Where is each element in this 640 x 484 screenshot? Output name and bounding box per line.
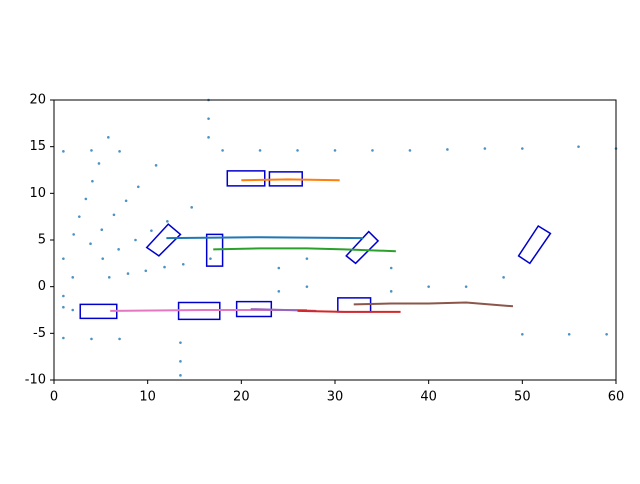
lidar-point <box>72 233 75 236</box>
lidar-point <box>163 265 166 269</box>
lidar-point <box>483 147 487 150</box>
lidar-point <box>464 285 468 288</box>
lidar-point <box>100 228 104 232</box>
trajectory <box>213 247 396 253</box>
lidar-point <box>77 215 81 218</box>
bounding-box <box>205 233 224 267</box>
lidar-point <box>144 269 148 273</box>
lidar-point <box>107 276 111 279</box>
x-tick-label: 60 <box>608 390 625 405</box>
lidar-point <box>154 164 158 167</box>
lidar-point <box>277 290 281 293</box>
lidar-point <box>577 145 580 148</box>
bounding-box <box>235 300 273 318</box>
y-tick-label: -5 <box>33 326 46 341</box>
lidar-point <box>126 272 130 275</box>
lidar-point <box>62 257 65 260</box>
bounding-box <box>145 223 182 257</box>
lidar-point <box>389 266 393 270</box>
lidar-point <box>408 149 412 152</box>
lidar-point <box>371 149 374 152</box>
bounding-box <box>345 230 380 265</box>
trajectory <box>241 178 340 182</box>
lidar-point <box>118 150 121 153</box>
bounding-box <box>268 171 303 187</box>
lidar-point <box>90 149 93 152</box>
lidar-point <box>605 332 608 336</box>
y-tick-label: 0 <box>38 279 46 294</box>
lidar-point <box>71 276 75 279</box>
lidar-point <box>101 257 105 260</box>
y-tick-label: 10 <box>29 186 46 201</box>
lidar-point <box>502 276 505 279</box>
x-tick-label: 30 <box>327 390 344 405</box>
lidar-point <box>209 257 212 260</box>
lidar-point <box>427 285 430 288</box>
lidar-point <box>179 341 182 344</box>
y-tick-label: -10 <box>25 373 46 388</box>
lidar-point <box>207 117 210 120</box>
y-tick-label: 20 <box>29 93 46 108</box>
lidar-point <box>181 262 185 266</box>
plot-frame <box>53 99 617 381</box>
lidar-point <box>124 199 128 203</box>
lidar-point <box>97 162 101 165</box>
lidar-point <box>84 197 88 201</box>
lidar-point <box>258 149 262 152</box>
bounding-box <box>79 303 118 320</box>
trajectory <box>297 309 401 313</box>
lidar-point <box>305 285 309 288</box>
lidar-point <box>333 149 337 152</box>
lidar-point <box>179 360 182 363</box>
lidar-point <box>190 206 193 209</box>
lidar-point <box>389 290 393 293</box>
lidar-point <box>567 332 571 336</box>
lidar-point <box>118 337 121 341</box>
lidar-point <box>446 148 449 151</box>
trajectory <box>353 301 514 308</box>
lidar-point <box>90 337 93 341</box>
lidar-point <box>207 136 210 139</box>
lidar-point <box>137 185 140 189</box>
lidar-point <box>71 308 75 312</box>
lidar-point <box>296 149 299 152</box>
lidar-point <box>62 294 65 298</box>
lidar-point <box>521 147 524 150</box>
lidar-point <box>221 149 224 152</box>
lidar-point <box>166 220 169 223</box>
lidar-point <box>305 257 309 260</box>
lidar-point <box>134 238 137 242</box>
x-tick-label: 0 <box>50 390 58 405</box>
bounding-box <box>517 224 552 265</box>
lidar-point <box>117 248 120 251</box>
lidar-point <box>89 242 92 246</box>
lidar-point <box>107 136 110 139</box>
bounding-box <box>226 170 266 187</box>
x-tick-label: 10 <box>139 390 156 405</box>
lidar-point <box>112 213 116 217</box>
x-tick-label: 20 <box>233 390 250 405</box>
bounding-box <box>177 301 221 321</box>
lidar-point <box>62 336 65 340</box>
x-tick-label: 50 <box>514 390 531 405</box>
y-tick-label: 15 <box>29 139 46 154</box>
trajectory <box>166 236 364 240</box>
lidar-point <box>62 150 65 153</box>
x-tick-label: 40 <box>420 390 437 405</box>
lidar-point <box>179 374 182 377</box>
lidar-point <box>150 229 153 232</box>
lidar-point <box>277 266 281 270</box>
y-tick-label: 5 <box>38 233 46 248</box>
lidar-point <box>521 332 524 336</box>
lidar-point <box>62 305 65 309</box>
lidar-point <box>91 179 94 183</box>
